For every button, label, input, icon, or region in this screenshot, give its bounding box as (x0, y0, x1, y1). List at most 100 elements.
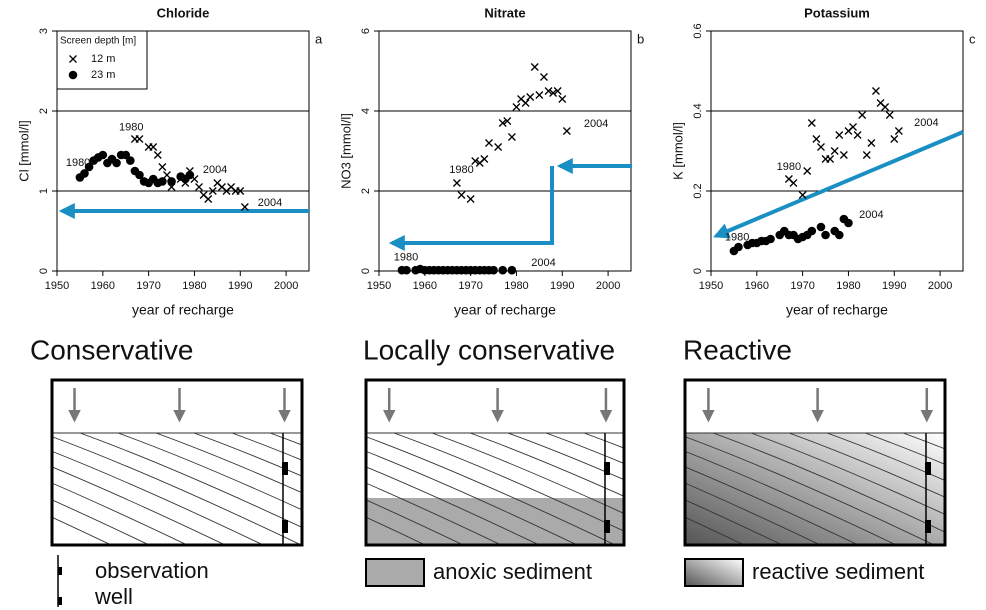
legend-label: 12 m (91, 53, 115, 65)
x-marker (452, 179, 461, 187)
x-marker (135, 135, 144, 143)
x-marker (539, 73, 548, 81)
legend-label: observation (95, 558, 209, 583)
x-marker (526, 93, 535, 101)
flow-line (712, 433, 945, 533)
flow-line (79, 433, 302, 528)
flow-line (193, 433, 302, 477)
x-marker (867, 139, 876, 147)
flow-line (826, 433, 945, 481)
flow-line (52, 516, 113, 545)
x-marker (208, 187, 217, 195)
x-marker (498, 119, 507, 127)
x-marker (885, 111, 894, 119)
flow-line (788, 433, 945, 498)
x-tick-label: 1950 (367, 280, 391, 292)
chart-title: Nitrate (484, 5, 525, 20)
x-marker (163, 171, 171, 179)
reactive-layer (685, 433, 945, 545)
y-tick-label: 0 (360, 268, 372, 274)
x-marker (485, 139, 493, 147)
well-icon-screen (58, 567, 62, 575)
dot-marker (84, 162, 94, 172)
x-marker (503, 117, 512, 125)
annotation: 1980 (394, 252, 418, 264)
x-marker (558, 95, 567, 103)
x-marker (530, 63, 539, 71)
x-marker (149, 143, 158, 151)
flow-line (431, 433, 624, 515)
x-marker (494, 143, 503, 151)
y-axis-label: Cl [mmol/l] (16, 120, 31, 181)
annotation: 2004 (914, 117, 938, 129)
x-marker (549, 89, 558, 97)
anoxic-layer (366, 498, 624, 545)
flow-line (864, 433, 945, 465)
legend-label: reactive sediment (752, 559, 924, 584)
x-marker (240, 203, 249, 211)
flow-line (583, 433, 624, 449)
y-tick-label: 3 (38, 28, 50, 34)
flow-line (685, 450, 898, 545)
x-tick-label: 1990 (550, 280, 574, 292)
x-tick-label: 1970 (458, 280, 482, 292)
dot-marker (807, 226, 817, 236)
x-marker (562, 127, 571, 135)
trend-arrows (58, 130, 964, 251)
x-axis-label: year of recharge (454, 302, 556, 318)
y-tick-label: 0.6 (692, 23, 704, 38)
x-marker (789, 179, 798, 187)
x-marker (204, 195, 213, 203)
trend-arrow (713, 130, 964, 239)
x-marker (236, 187, 245, 195)
panel-label: a (315, 31, 323, 46)
flow-line (366, 516, 427, 545)
flow-line (469, 433, 624, 497)
annotation: 1980 (119, 122, 143, 134)
dot-marker (834, 230, 844, 240)
legend-title: Screen depth [m] (60, 36, 136, 47)
x-tick-label: 2000 (596, 280, 620, 292)
x-marker (153, 151, 162, 159)
x-marker (830, 147, 839, 155)
flow-line (750, 433, 945, 515)
annotation: 1980 (777, 161, 801, 173)
screen (925, 520, 931, 533)
flow-line (52, 436, 302, 545)
x-marker (807, 119, 816, 127)
annotation: 2004 (584, 118, 608, 130)
well-icon-screen (58, 597, 62, 605)
flow-line (685, 436, 936, 545)
screen (282, 520, 288, 533)
legend-swatch (365, 558, 425, 587)
x-tick-label: 2000 (274, 280, 298, 292)
x-marker (812, 135, 821, 143)
x-marker (553, 87, 562, 95)
x-marker (69, 55, 77, 63)
flow-line (366, 436, 617, 545)
dot-marker (734, 242, 743, 252)
annotation: 2004 (258, 197, 282, 209)
annotation: 1980 (66, 157, 90, 169)
y-tick-label: 0.2 (692, 183, 704, 198)
flow-line (393, 433, 624, 532)
flow-line (685, 466, 860, 545)
x-marker (544, 87, 553, 95)
dot-marker (402, 265, 411, 275)
x-marker (195, 183, 203, 191)
flow-line (507, 433, 624, 481)
dot-marker (507, 265, 517, 275)
flow-line (52, 450, 265, 545)
dot-marker (816, 222, 826, 232)
box-frame (364, 378, 626, 547)
legend-label: well (94, 584, 133, 609)
dot-marker (185, 170, 195, 180)
dot-marker (98, 150, 108, 160)
annotation: 1980 (449, 164, 473, 176)
dot-marker (158, 177, 167, 186)
dot-marker (80, 169, 89, 178)
x-tick-label: 1970 (136, 280, 160, 292)
y-tick-label: 4 (360, 108, 372, 114)
